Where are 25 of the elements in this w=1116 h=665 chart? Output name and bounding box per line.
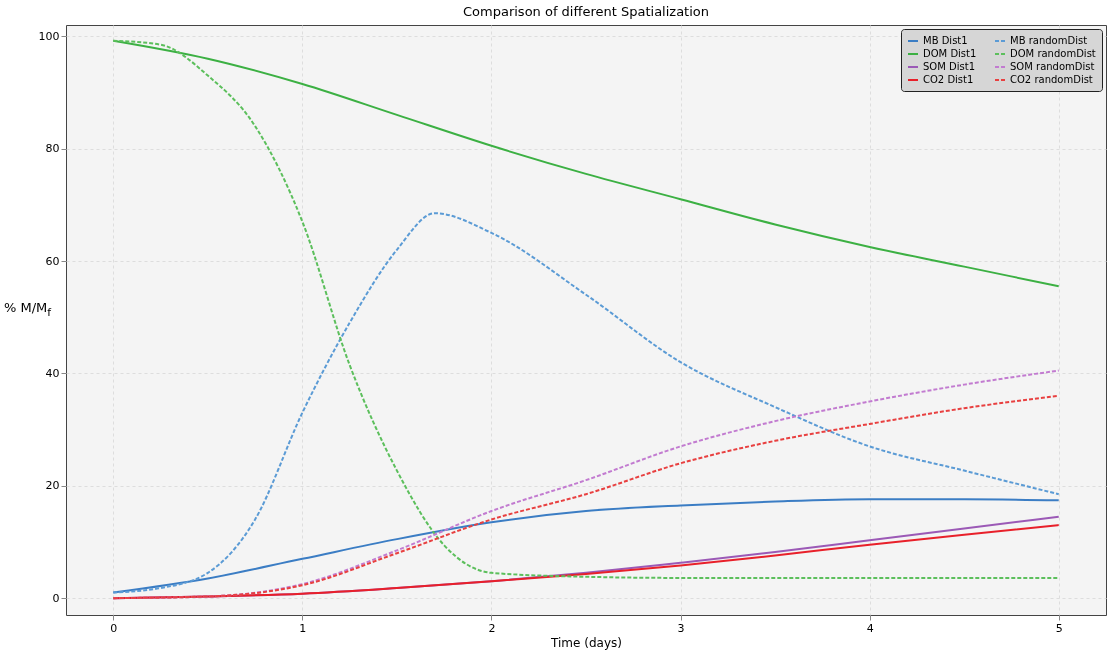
legend-label: SOM randomDist bbox=[1010, 61, 1095, 72]
y-tick-label: 60 bbox=[45, 254, 60, 268]
x-axis-title: Time (days) bbox=[550, 635, 622, 650]
y-tick-label: 80 bbox=[45, 142, 60, 156]
x-tick-label: 4 bbox=[866, 621, 874, 635]
legend-label: MB randomDist bbox=[1010, 35, 1088, 46]
x-tick-label: 1 bbox=[299, 621, 307, 635]
legend-label: SOM Dist1 bbox=[923, 61, 975, 72]
x-tick-label: 3 bbox=[677, 621, 685, 635]
y-tick-label: 20 bbox=[45, 479, 60, 493]
legend-label: MB Dist1 bbox=[923, 35, 968, 46]
legend-label: CO2 randomDist bbox=[1010, 74, 1093, 85]
chart-title: Comparison of different Spatialization bbox=[462, 4, 710, 19]
line-series bbox=[112, 212, 1060, 594]
y-tick-label: 40 bbox=[45, 366, 60, 380]
x-tick-label: 5 bbox=[1055, 621, 1063, 635]
y-tick-label: 100 bbox=[38, 29, 60, 43]
line-series bbox=[112, 498, 1060, 594]
y-axis-title: % M/M$_{f}$ bbox=[4, 300, 52, 319]
legend-label: DOM randomDist bbox=[1010, 48, 1096, 59]
legend-label: CO2 Dist1 bbox=[923, 74, 974, 85]
legend-label: DOM Dist1 bbox=[923, 48, 977, 59]
y-tick-label: 0 bbox=[52, 591, 60, 605]
x-tick-label: 0 bbox=[110, 621, 118, 635]
x-tick-label: 2 bbox=[488, 621, 496, 635]
